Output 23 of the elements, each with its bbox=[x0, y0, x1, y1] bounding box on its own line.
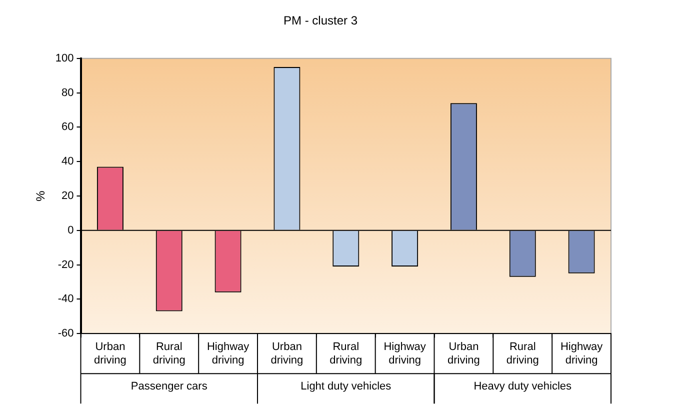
y-tick-label: 80 bbox=[62, 86, 74, 99]
x-tick-label: Urban driving bbox=[448, 341, 480, 366]
text: Light duty vehicles bbox=[300, 380, 392, 393]
y-tick-label: 100 bbox=[55, 52, 74, 64]
y-tick-label: 0 bbox=[68, 224, 74, 236]
text: Heavy duty vehicles bbox=[474, 380, 572, 393]
x-tick-label: Urban driving bbox=[94, 341, 126, 366]
x-tick-label: Rural driving bbox=[506, 341, 539, 366]
y-tick-label: -20 bbox=[58, 258, 74, 271]
y-tick-label: 20 bbox=[62, 190, 74, 202]
x-tick-label: Rural driving bbox=[330, 341, 362, 366]
y-tick-label: -40 bbox=[58, 293, 74, 306]
text: Passenger cars bbox=[130, 380, 208, 393]
x-tick-label: Urban driving bbox=[270, 341, 304, 366]
x-tick-label: Rural driving bbox=[152, 341, 186, 366]
x-tick-label: Highway driving bbox=[384, 341, 426, 366]
y-tick-label: 60 bbox=[62, 121, 74, 134]
y-axis-title: % bbox=[34, 190, 48, 202]
x-tick-label: Highway driving bbox=[206, 341, 250, 366]
y-tick-label: 40 bbox=[62, 156, 74, 168]
y-tick-label: -60 bbox=[58, 328, 74, 340]
x-tick-label: Highway driving bbox=[560, 341, 604, 366]
chart-title: PM - cluster 3 bbox=[283, 14, 358, 28]
